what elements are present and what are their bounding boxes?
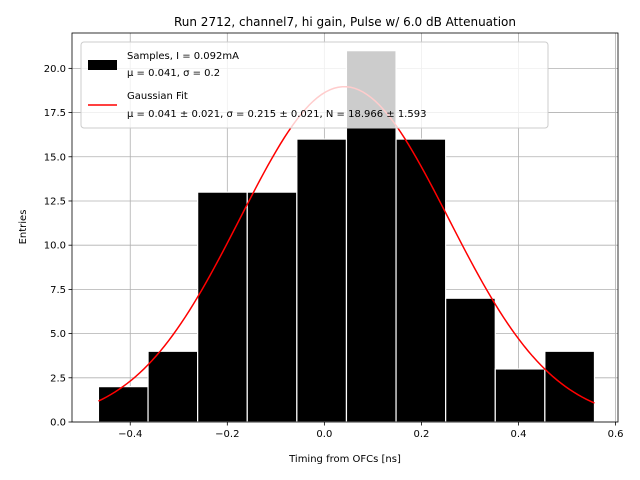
histogram-bar [395,138,447,423]
x-tick-label: 0.2 [413,429,429,440]
legend-samples-line2: μ = 0.041, σ = 0.2 [127,68,220,79]
x-axis-label: Timing from OFCs [ns] [288,454,401,465]
x-axis-ticks: −0.4 −0.2 0.0 0.2 0.4 0.6 [118,422,624,440]
y-tick-label: 10.0 [44,241,66,252]
histogram-bar [544,350,596,423]
histogram-bar [97,386,149,423]
y-axis-ticks: 0.0 2.5 5.0 7.5 10.0 12.5 15.0 17.5 20.0 [44,64,72,429]
x-tick-label: 0.6 [608,429,624,440]
histogram-bar [147,350,199,423]
y-tick-label: 5.0 [50,329,66,340]
x-tick-label: 0.0 [316,429,332,440]
legend-samples-line1: Samples, I = 0.092mA [127,51,239,62]
y-tick-label: 2.5 [50,373,66,384]
legend-samples-swatch [88,60,117,70]
y-axis-label: Entries [18,210,29,245]
plot-frame [71,32,619,423]
histogram-bar [445,297,496,423]
x-tick-label: −0.4 [118,429,142,440]
y-tick-label: 7.5 [50,285,66,296]
y-tick-label: 12.5 [44,196,66,207]
legend-box [80,41,549,129]
histogram-bar [197,191,248,423]
chart-title: Run 2712, channel7, hi gain, Pulse w/ 6.… [174,15,516,29]
legend: Samples, I = 0.092mA μ = 0.041, σ = 0.2 … [80,41,549,129]
x-tick-label: −0.2 [215,429,239,440]
histogram-bar [494,368,546,423]
y-tick-label: 0.0 [50,418,66,429]
legend-fit-line2: μ = 0.041 ± 0.021, σ = 0.215 ± 0.021, N … [127,109,426,120]
y-tick-label: 15.0 [44,152,66,163]
legend-fit-line1: Gaussian Fit [127,91,188,102]
histogram-bar [246,191,298,423]
x-tick-label: 0.4 [511,429,527,440]
histogram-bar [296,138,348,423]
y-tick-label: 20.0 [44,64,66,75]
y-tick-label: 17.5 [44,108,66,119]
